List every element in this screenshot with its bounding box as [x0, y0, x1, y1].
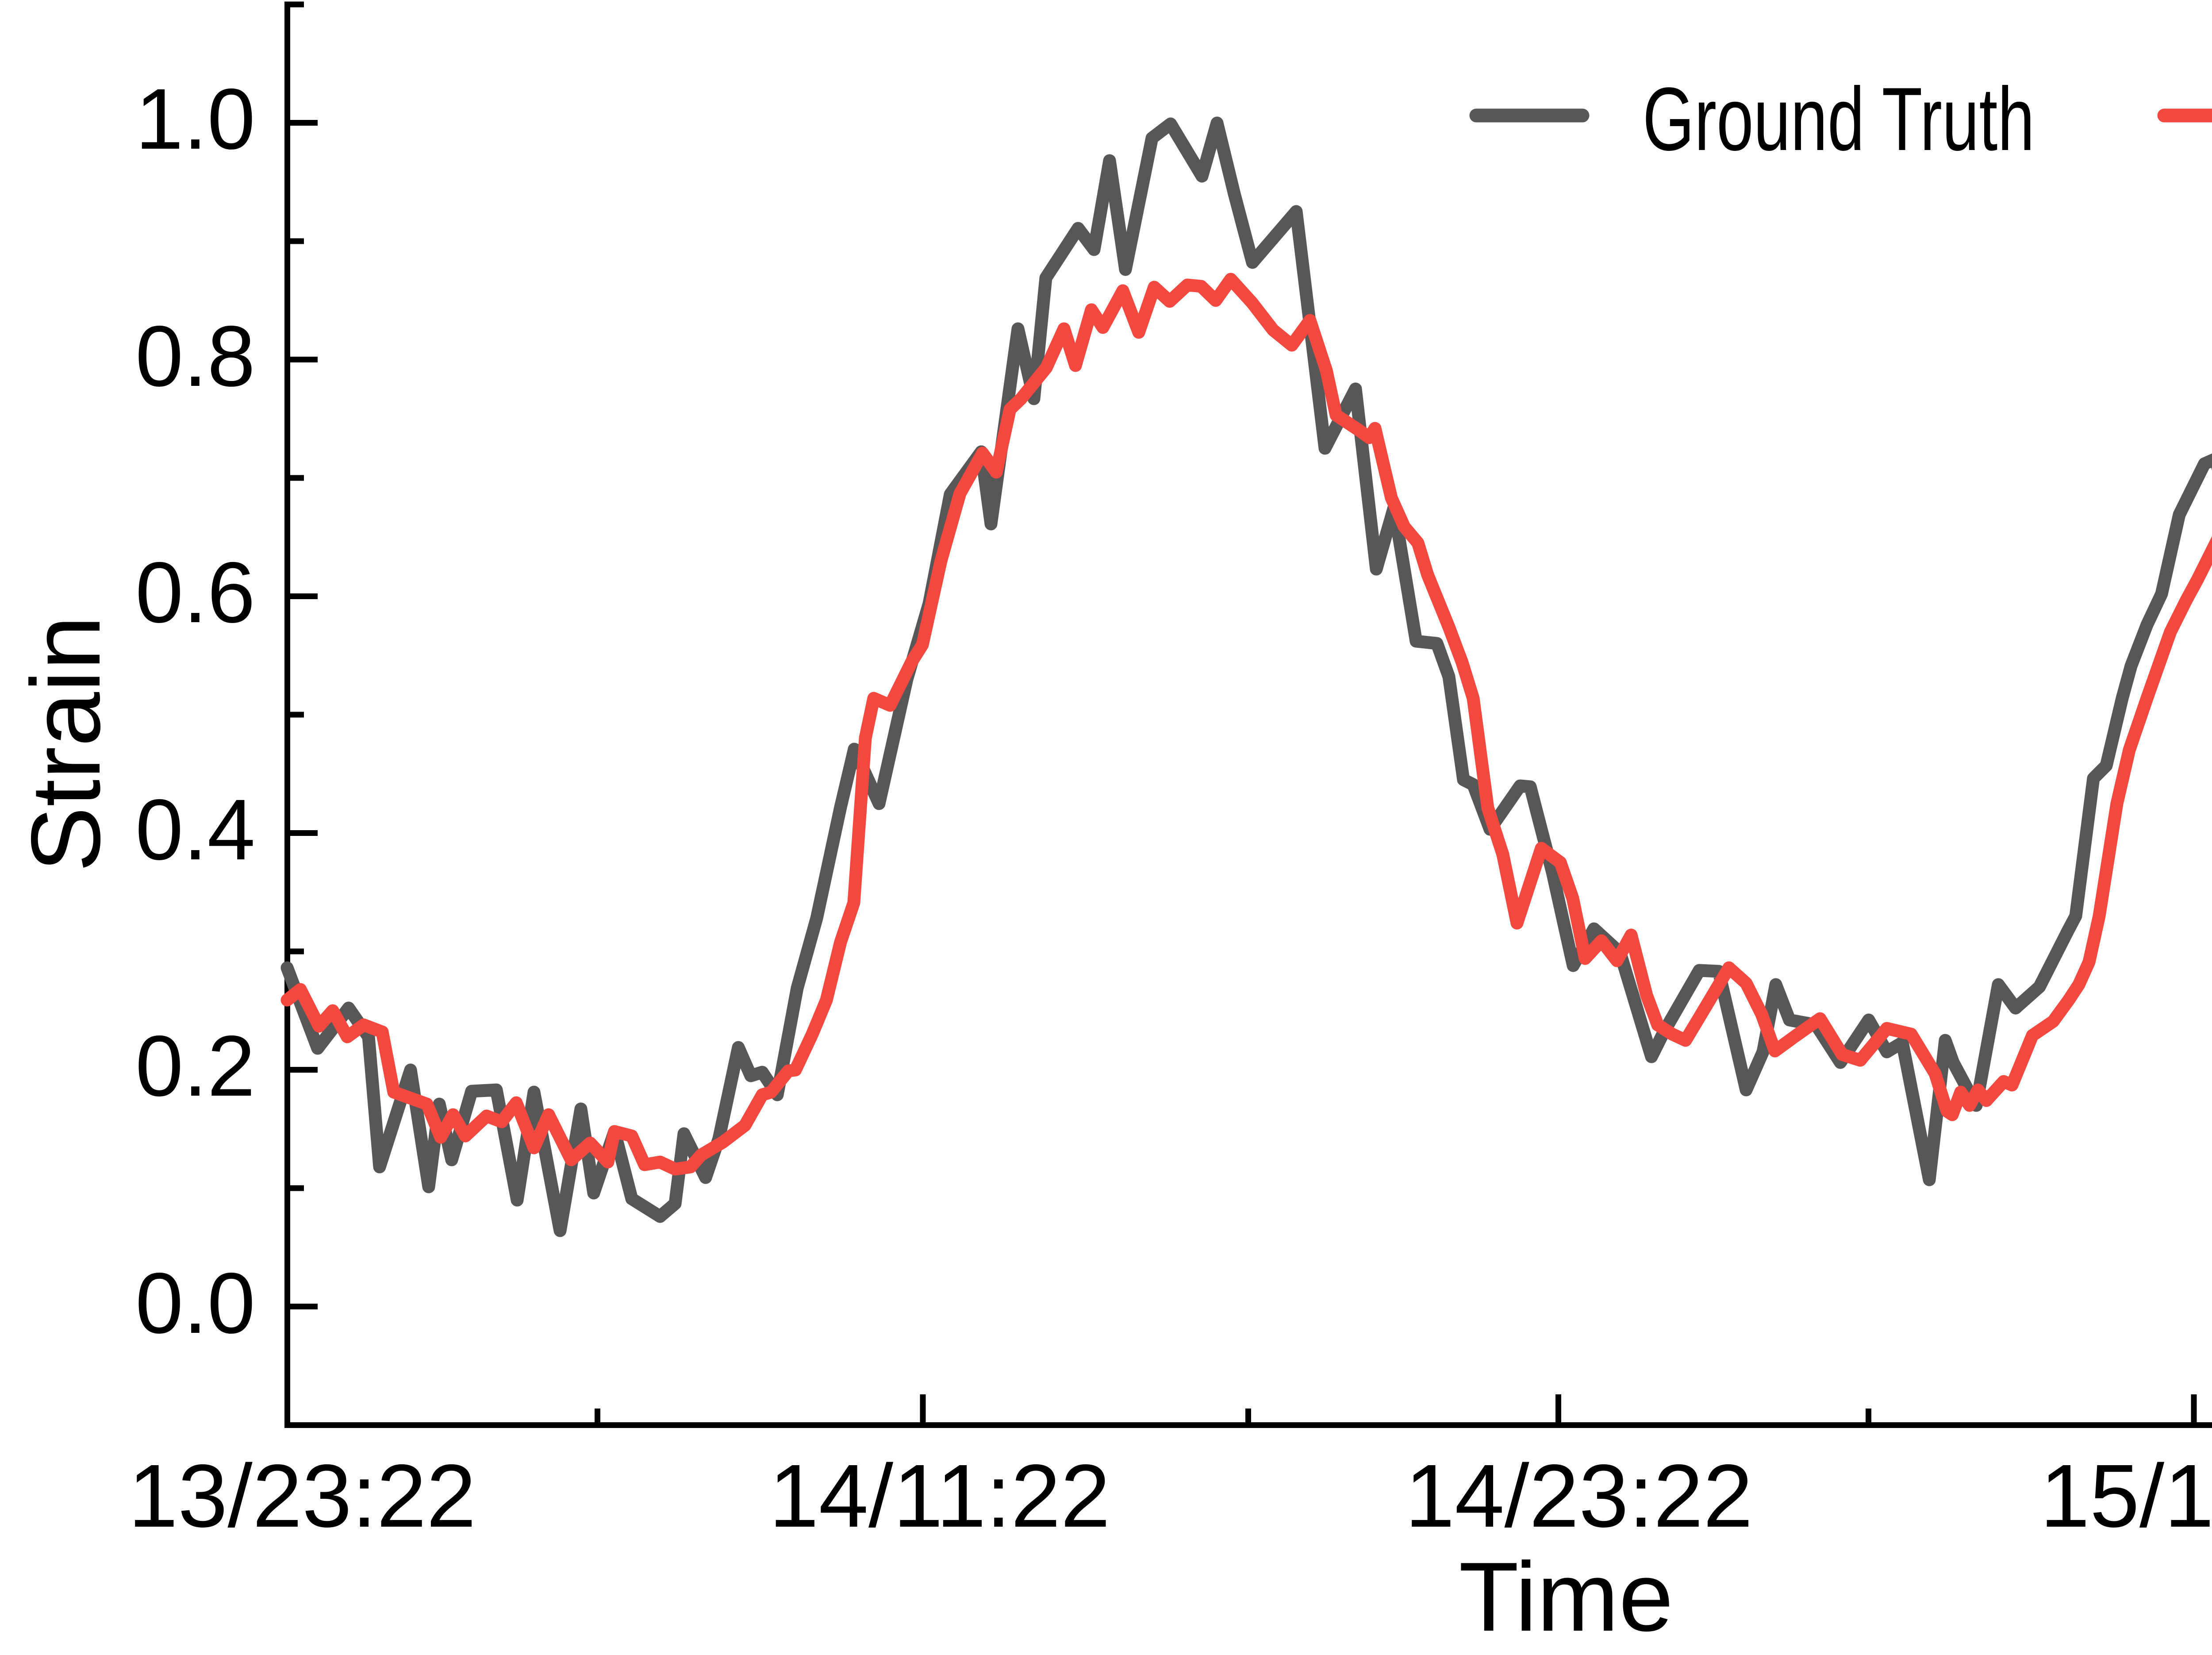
- svg-text:0.2: 0.2: [135, 1018, 255, 1114]
- svg-text:14/23:22: 14/23:22: [1405, 1446, 1753, 1546]
- svg-text:13/23:22: 13/23:22: [128, 1446, 476, 1546]
- svg-text:1.0: 1.0: [135, 71, 255, 167]
- svg-text:Time: Time: [1459, 1542, 1673, 1652]
- svg-text:0.6: 0.6: [135, 544, 255, 641]
- svg-text:Strain: Strain: [11, 616, 121, 872]
- svg-text:14/11:22: 14/11:22: [769, 1446, 1110, 1546]
- svg-text:0.8: 0.8: [135, 308, 255, 404]
- svg-text:0.0: 0.0: [135, 1255, 255, 1351]
- svg-text:15/11:22: 15/11:22: [2040, 1446, 2212, 1546]
- svg-text:0.4: 0.4: [135, 781, 255, 878]
- svg-text:Ground Truth: Ground Truth: [1643, 69, 2035, 169]
